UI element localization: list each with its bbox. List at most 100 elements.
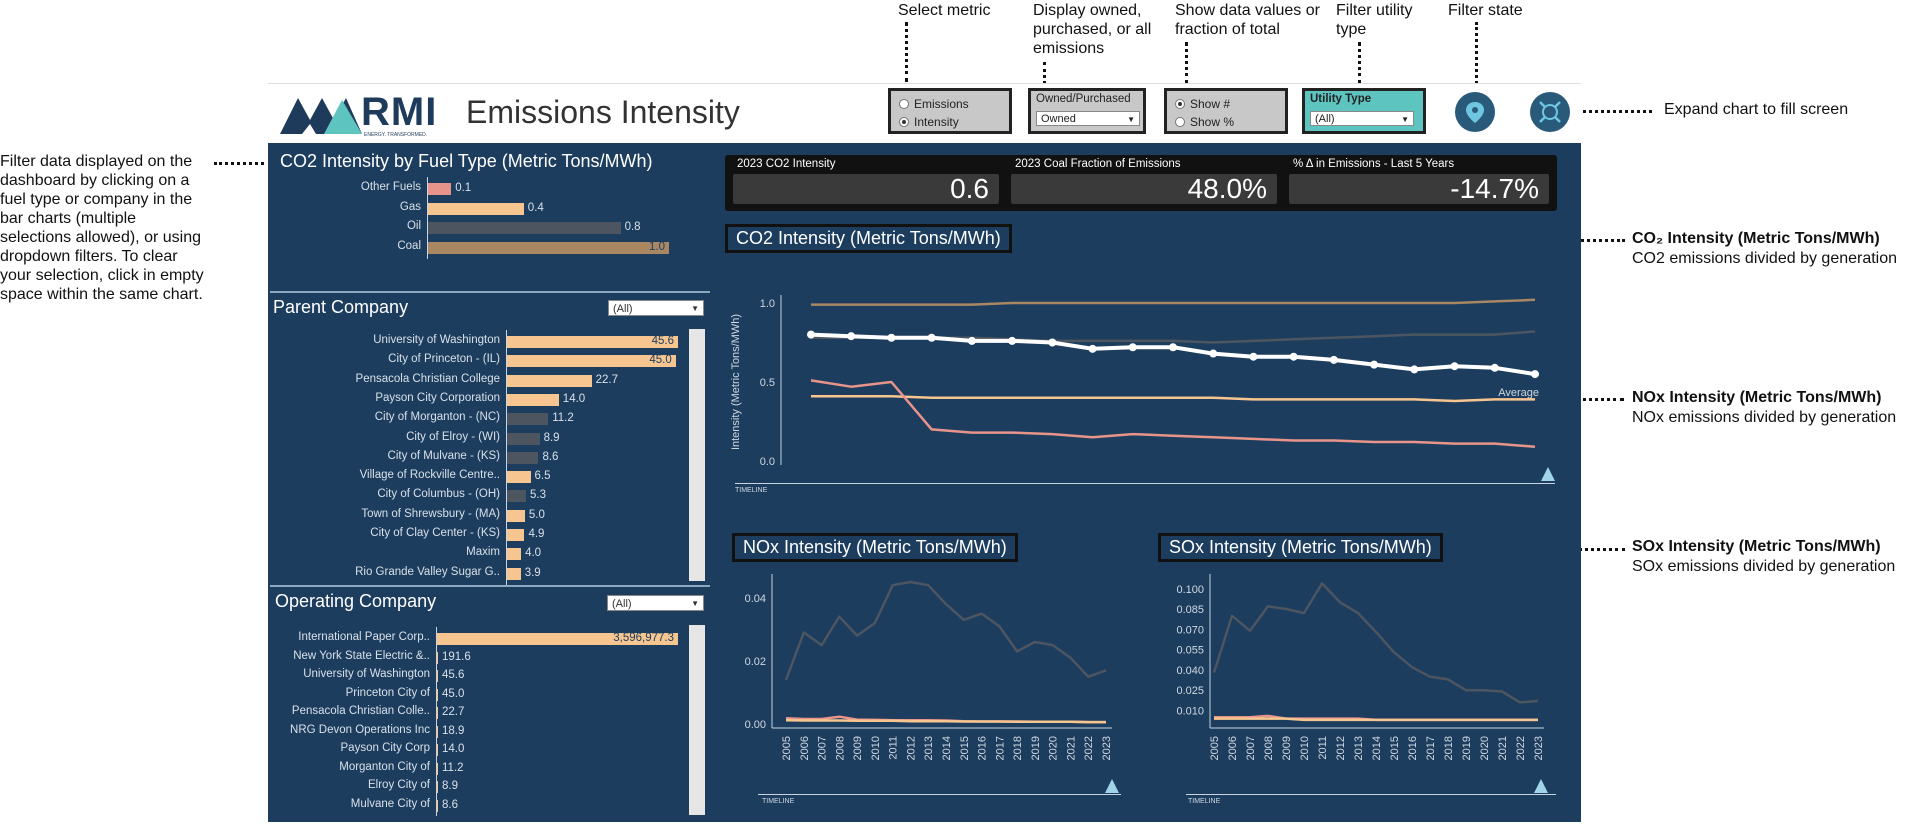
bar[interactable] [436,762,438,775]
parent-panel-title: Parent Company [273,297,409,317]
metric-option-intensity[interactable]: Intensity [891,113,1009,131]
bar[interactable] [436,651,438,664]
series-point [1209,349,1218,358]
pointer-nox-h2 [1576,398,1624,401]
timeline-handle-icon[interactable] [1541,467,1555,481]
bar[interactable] [506,509,525,522]
bar[interactable] [436,744,438,756]
bar[interactable] [427,183,452,195]
bar[interactable] [427,241,669,254]
x-tick-label: 2009 [1281,736,1293,760]
parent-company-dropdown[interactable]: (All) ▼ [608,300,704,316]
bar-value-label: 1.0 [649,240,665,253]
bar-value-label: 5.3 [529,489,546,502]
x-tick-label: 2017 [1425,736,1437,760]
bar-value-label: 191.6 [442,650,471,663]
bar-label: University of Washington [373,334,500,346]
bar[interactable] [436,688,438,701]
metric-selector: Emissions Intensity [888,88,1012,134]
filter-state-button[interactable] [1455,92,1495,132]
radio-icon [1175,117,1185,127]
bar[interactable] [506,490,526,503]
pointer-show-values [1185,42,1188,84]
bar[interactable] [506,374,592,387]
pointer-display-owned [1043,62,1046,84]
bar-value-label: 45.0 [442,687,465,700]
y-tick-label: 0.025 [1176,685,1204,697]
bar-label: City of Elroy - (WI) [406,430,500,443]
timeline-handle-icon[interactable] [1105,779,1119,793]
x-tick-label: 2023 [1533,736,1545,760]
fuel-panel-title: CO2 Intensity by Fuel Type (Metric Tons/… [280,151,653,171]
owned-purchased-filter: Owned/Purchased Owned ▼ [1028,88,1146,134]
bar[interactable] [506,413,549,426]
operating-company-dropdown[interactable]: (All) ▼ [607,595,704,611]
series-line [1214,717,1538,722]
pointer-expand [1572,110,1652,113]
bar-value-label: 4.0 [525,547,542,560]
expand-icon [1539,101,1561,123]
show-option-label: Show # [1190,97,1231,111]
show-option-number[interactable]: Show # [1167,95,1285,113]
annotation-sox-title: SOx Intensity (Metric Tons/MWh) [1632,538,1881,555]
sox-intensity-chart[interactable]: 0.010 0.025 0.040 0.055 0.070 0.085 0.100 2005 2… [1158,567,1558,765]
bar[interactable] [436,633,678,645]
show-option-percent[interactable]: Show % [1167,113,1285,131]
x-tick-label: 2019 [1461,736,1473,760]
series-point [847,332,856,341]
divider [270,585,710,587]
nox-intensity-chart[interactable]: 0.00 0.02 0.04 2005 2006 2007 2008 2009 2010 2011… [732,567,1122,765]
owned-purchased-dropdown[interactable]: Owned ▼ [1036,111,1140,126]
bar-label: Mulvane City of [350,797,430,810]
kpi-label: 2023 Coal Fraction of Emissions [1015,158,1181,170]
expand-chart-button[interactable] [1530,92,1570,132]
y-tick-label: 0.085 [1176,604,1204,616]
bar[interactable] [506,567,521,580]
y-tick-label: 0.070 [1176,624,1204,636]
x-tick-label: 2022 [1083,736,1095,760]
operating-scrollbar[interactable] [689,625,705,815]
bar[interactable] [436,781,438,793]
bar[interactable] [506,336,678,348]
bar-value-label: 45.6 [442,669,465,681]
bar-value-label: 0.8 [624,221,641,233]
chevron-down-icon: ▼ [691,304,699,313]
bar[interactable] [506,432,540,445]
timeline-handle-icon[interactable] [1534,779,1548,793]
series-label: Average [1498,387,1539,399]
kpi-label: 2023 CO2 Intensity [737,158,836,170]
parent-scrollbar[interactable] [689,329,705,581]
utility-type-dropdown[interactable]: (All) ▼ [1310,111,1414,126]
bar-value-label: 5.0 [528,508,545,521]
bar[interactable] [506,451,539,464]
bar[interactable] [436,707,438,719]
x-tick-label: 2020 [1479,736,1491,760]
bar-value-label: 8.6 [542,450,559,463]
x-tick-label: 2009 [852,736,864,760]
bar[interactable] [436,799,438,812]
bar[interactable] [506,548,522,561]
co2-intensity-chart[interactable]: 0.00.51.02005200620072008200920102011201… [725,253,1557,473]
bar[interactable] [427,202,524,215]
bar[interactable] [436,725,438,738]
y-tick-label: 0.02 [745,656,766,668]
annotation-display-owned: Display owned, purchased, or all emissio… [1033,2,1152,57]
bar[interactable] [427,222,621,234]
y-tick-label: 0.055 [1176,645,1204,657]
series-point [807,330,815,339]
metric-option-emissions[interactable]: Emissions [891,95,1009,113]
timeline-track [735,483,1555,484]
bar-label: Town of Shrewsbury - (MA) [361,507,500,520]
bar-value-label: 11.2 [552,412,574,425]
bar-label: Pensacola Christian Colle.. [291,705,430,717]
bar[interactable] [506,529,525,541]
bar-label: Rio Grande Valley Sugar G.. [355,565,500,578]
bar[interactable] [506,471,531,484]
y-tick-label: 0.04 [745,593,766,605]
bar[interactable] [436,670,438,682]
y-tick-label: 0.00 [745,719,766,731]
bar[interactable] [506,355,676,368]
series-point [1048,338,1057,347]
bar-value-label: 45.0 [649,354,672,367]
bar[interactable] [506,393,559,406]
